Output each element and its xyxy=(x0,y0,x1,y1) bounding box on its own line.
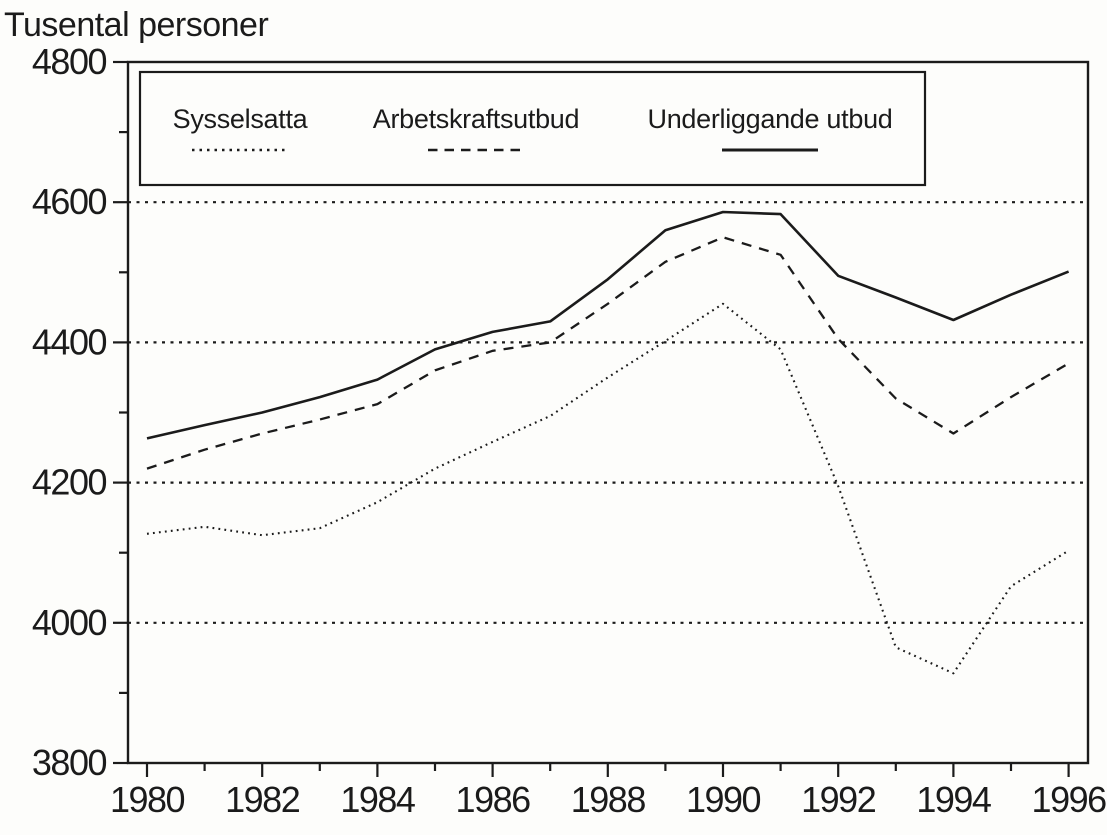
x-tick-label: 1996 xyxy=(1032,779,1107,820)
x-tick-label: 1984 xyxy=(340,779,415,820)
legend-label-sysselsatta: Sysselsatta xyxy=(173,104,309,134)
y-tick-label: 4400 xyxy=(32,321,107,362)
series-line-sysselsatta xyxy=(146,302,1070,675)
series-line-arbetskraftsutbud xyxy=(146,236,1070,470)
x-tick-label: 1988 xyxy=(571,779,646,820)
data-series-group xyxy=(146,210,1070,675)
legend-box xyxy=(138,70,927,187)
y-tick-label: 4600 xyxy=(32,181,107,222)
axis-ticks-group xyxy=(113,60,1070,777)
x-tick-label: 1990 xyxy=(686,779,761,820)
axis-labels-group: 3800 4000 4200 4400 4600 4800 1980 1982 1984 1986… xyxy=(32,41,1107,820)
gridlines-group xyxy=(128,201,1088,624)
series-line-underliggande-utbud xyxy=(146,210,1070,440)
x-tick-label: 1986 xyxy=(456,779,531,820)
y-tick-label: 4000 xyxy=(32,602,107,643)
y-tick-label: 3800 xyxy=(32,742,107,783)
legend-label-arbetskraftsutbud: Arbetskraftsutbud xyxy=(373,104,580,134)
x-tick-label: 1994 xyxy=(916,779,991,820)
x-tick-label: 1982 xyxy=(225,779,300,820)
x-tick-label: 1980 xyxy=(110,779,185,820)
y-tick-label: 4800 xyxy=(32,41,107,82)
legend-group: Sysselsatta Arbetskraftsutbud Underliggand… xyxy=(138,70,927,187)
chart-title: Tusental personer xyxy=(4,6,269,44)
x-tick-label: 1992 xyxy=(801,779,876,820)
legend-label-underliggande-utbud: Underliggande utbud xyxy=(648,104,893,134)
y-tick-label: 4200 xyxy=(32,462,107,503)
